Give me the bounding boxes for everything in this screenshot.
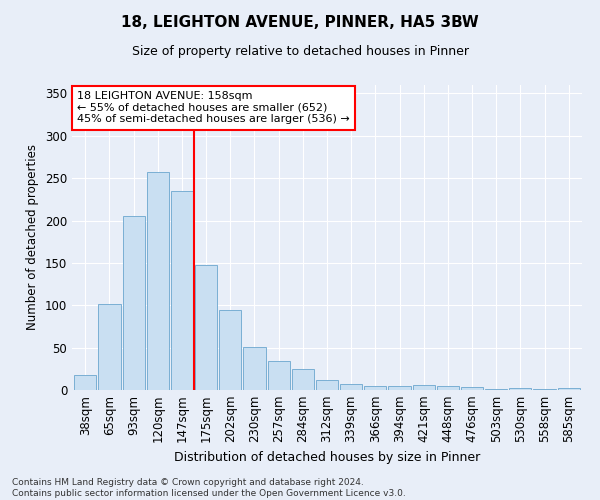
Bar: [146, 172, 169, 390]
Bar: [364, 386, 386, 390]
Text: Size of property relative to detached houses in Pinner: Size of property relative to detached ho…: [131, 45, 469, 58]
Bar: [122, 216, 145, 390]
Text: Contains HM Land Registry data © Crown copyright and database right 2024.
Contai: Contains HM Land Registry data © Crown c…: [12, 478, 406, 498]
Bar: [171, 191, 193, 390]
Bar: [557, 388, 580, 390]
Text: 18 LEIGHTON AVENUE: 158sqm
← 55% of detached houses are smaller (652)
45% of sem: 18 LEIGHTON AVENUE: 158sqm ← 55% of deta…: [77, 91, 350, 124]
Bar: [509, 388, 532, 390]
Bar: [244, 347, 266, 390]
Bar: [388, 386, 410, 390]
Text: 18, LEIGHTON AVENUE, PINNER, HA5 3BW: 18, LEIGHTON AVENUE, PINNER, HA5 3BW: [121, 15, 479, 30]
Bar: [292, 369, 314, 390]
Bar: [533, 389, 556, 390]
Bar: [437, 386, 459, 390]
X-axis label: Distribution of detached houses by size in Pinner: Distribution of detached houses by size …: [174, 451, 480, 464]
Bar: [74, 375, 97, 390]
Bar: [98, 304, 121, 390]
Bar: [316, 380, 338, 390]
Bar: [268, 361, 290, 390]
Bar: [195, 264, 217, 390]
Y-axis label: Number of detached properties: Number of detached properties: [26, 144, 40, 330]
Bar: [485, 389, 508, 390]
Bar: [340, 384, 362, 390]
Bar: [413, 385, 435, 390]
Bar: [219, 310, 241, 390]
Bar: [461, 388, 483, 390]
